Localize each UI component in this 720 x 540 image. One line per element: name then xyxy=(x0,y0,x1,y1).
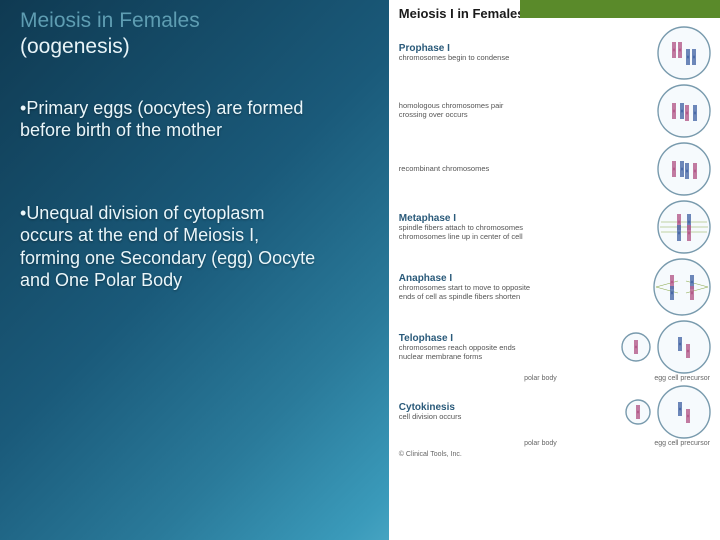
cell-icon xyxy=(656,384,712,440)
phase-row: Anaphase Ichromosomes start to move to o… xyxy=(399,257,712,317)
phase-row: recombinant chromosomes xyxy=(399,141,712,197)
diagram-panel: Meiosis I in Females Prophase Ichromosom… xyxy=(389,0,720,540)
cell-icon xyxy=(656,319,712,375)
cell-labels: polar body egg cell precursor xyxy=(399,440,712,447)
phase-row: Telophase Ichromosomes reach opposite en… xyxy=(399,319,712,375)
phase-row: Metaphase Ispindle fibers attach to chro… xyxy=(399,199,712,255)
phase-list: Prophase Ichromosomes begin to condense … xyxy=(399,23,712,447)
phase-desc: cell division occurs xyxy=(399,413,616,422)
cell-group xyxy=(624,384,712,440)
bullet-text: Primary eggs (oocytes) are formed before… xyxy=(20,98,303,141)
slide: Meiosis in Females (oogenesis) •Primary … xyxy=(0,0,720,540)
cell-icon xyxy=(656,25,712,81)
cell-icon xyxy=(656,141,712,197)
cell-group xyxy=(652,257,712,317)
phase-desc: spindle fibers attach to chromosomeschro… xyxy=(399,224,648,241)
cell-group xyxy=(620,319,712,375)
phase-desc: homologous chromosomes paircrossing over… xyxy=(399,102,648,119)
cell-labels: polar body egg cell precursor xyxy=(399,375,712,382)
phase-desc: chromosomes start to move to oppositeend… xyxy=(399,284,644,301)
phase-desc: chromosomes reach opposite endsnuclear m… xyxy=(399,344,612,361)
phase-text: Prophase Ichromosomes begin to condense xyxy=(399,43,648,63)
phase-text: Anaphase Ichromosomes start to move to o… xyxy=(399,273,644,301)
label-polar-body: polar body xyxy=(524,375,557,382)
bullet-item: •Unequal division of cytoplasm occurs at… xyxy=(20,202,320,292)
cell-icon xyxy=(624,398,652,426)
accent-bar xyxy=(520,0,720,18)
bullet-text: Unequal division of cytoplasm occurs at … xyxy=(20,203,315,291)
phase-row: Cytokinesiscell division occurs xyxy=(399,384,712,440)
cell-icon xyxy=(656,199,712,255)
phase-text: homologous chromosomes paircrossing over… xyxy=(399,102,648,119)
phase-text: Metaphase Ispindle fibers attach to chro… xyxy=(399,213,648,241)
cell-group xyxy=(656,199,712,255)
bullet-list: •Primary eggs (oocytes) are formed befor… xyxy=(20,97,371,292)
phase-text: recombinant chromosomes xyxy=(399,165,648,174)
phase-text: Cytokinesiscell division occurs xyxy=(399,402,616,422)
label-egg-precursor: egg cell precursor xyxy=(654,375,710,382)
phase-text: Telophase Ichromosomes reach opposite en… xyxy=(399,333,612,361)
label-polar-body: polar body xyxy=(524,440,557,447)
phase-desc: recombinant chromosomes xyxy=(399,165,648,174)
copyright-text: © Clinical Tools, Inc. xyxy=(399,451,712,458)
left-column: Meiosis in Females (oogenesis) •Primary … xyxy=(0,0,389,540)
slide-title: Meiosis in Females (oogenesis) xyxy=(20,8,371,61)
title-line-2: (oogenesis) xyxy=(20,35,130,58)
phase-desc: chromosomes begin to condense xyxy=(399,54,648,63)
phase-row: Prophase Ichromosomes begin to condense xyxy=(399,25,712,81)
cell-group xyxy=(656,25,712,81)
cell-group xyxy=(656,83,712,139)
cell-icon xyxy=(656,83,712,139)
phase-row: homologous chromosomes paircrossing over… xyxy=(399,83,712,139)
title-line-1: Meiosis in Females xyxy=(20,9,200,32)
cell-icon xyxy=(652,257,712,317)
cell-icon xyxy=(620,331,652,363)
bullet-item: •Primary eggs (oocytes) are formed befor… xyxy=(20,97,320,142)
cell-group xyxy=(656,141,712,197)
label-egg-precursor: egg cell precursor xyxy=(654,440,710,447)
